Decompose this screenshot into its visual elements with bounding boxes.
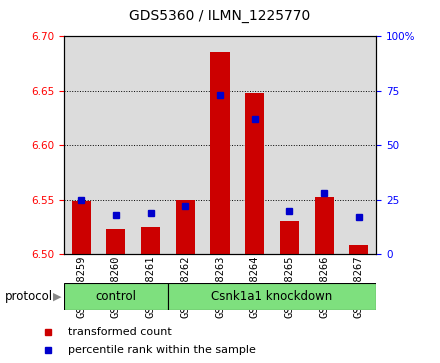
Text: percentile rank within the sample: percentile rank within the sample xyxy=(68,345,256,355)
Bar xyxy=(210,52,230,254)
Bar xyxy=(141,227,160,254)
Text: protocol: protocol xyxy=(4,290,52,303)
Bar xyxy=(168,283,376,310)
Bar xyxy=(280,221,299,254)
Text: GDS5360 / ILMN_1225770: GDS5360 / ILMN_1225770 xyxy=(129,9,311,23)
Text: transformed count: transformed count xyxy=(68,327,172,337)
Bar xyxy=(106,229,125,254)
Text: control: control xyxy=(95,290,136,303)
Bar xyxy=(64,283,168,310)
Bar xyxy=(315,197,334,254)
Bar xyxy=(245,93,264,254)
Bar xyxy=(72,201,91,254)
Bar xyxy=(176,200,195,254)
Bar xyxy=(349,245,368,254)
Text: ▶: ▶ xyxy=(53,292,61,302)
Text: Csnk1a1 knockdown: Csnk1a1 knockdown xyxy=(212,290,333,303)
